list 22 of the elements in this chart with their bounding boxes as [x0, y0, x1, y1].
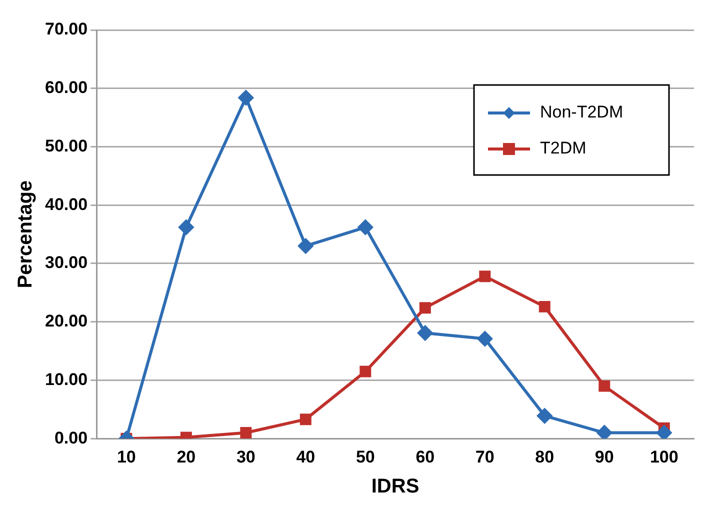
x-tick-label: 100	[650, 447, 678, 466]
y-tick-label: 40.00	[44, 194, 88, 214]
y-tick-label: 0.00	[54, 428, 88, 448]
x-axis-title: IDRS	[371, 476, 420, 498]
y-axis-title: Percentage	[14, 180, 37, 288]
y-tick-label: 70.00	[44, 20, 88, 39]
y-tick-label: 10.00	[44, 370, 88, 389]
legend-label: Non-T2DM	[540, 102, 624, 122]
x-tick-label: 20	[176, 447, 196, 466]
y-tick-label: 60.00	[44, 78, 88, 98]
y-tick-label: 30.00	[44, 253, 88, 272]
y-tick-label: 50.00	[44, 136, 88, 156]
x-tick-label: 50	[356, 447, 375, 466]
x-tick-label: 70	[475, 447, 494, 466]
y-tick-label: 20.00	[44, 312, 88, 331]
x-tick-label: 10	[116, 447, 136, 466]
x-tick-label: 60	[416, 447, 435, 466]
x-tick-label: 40	[296, 447, 316, 466]
x-tick-label: 80	[535, 447, 554, 466]
x-tick-label: 90	[594, 447, 614, 466]
x-tick-label: 30	[236, 447, 256, 466]
legend-label: T2DM	[540, 138, 586, 158]
